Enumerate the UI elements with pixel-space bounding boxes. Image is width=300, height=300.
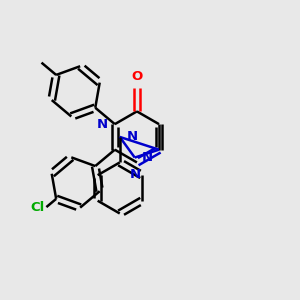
Text: N: N (126, 130, 137, 143)
Text: N: N (141, 151, 152, 164)
Text: O: O (131, 70, 142, 83)
Text: N: N (97, 118, 108, 131)
Text: Cl: Cl (31, 201, 45, 214)
Text: N: N (130, 168, 141, 181)
